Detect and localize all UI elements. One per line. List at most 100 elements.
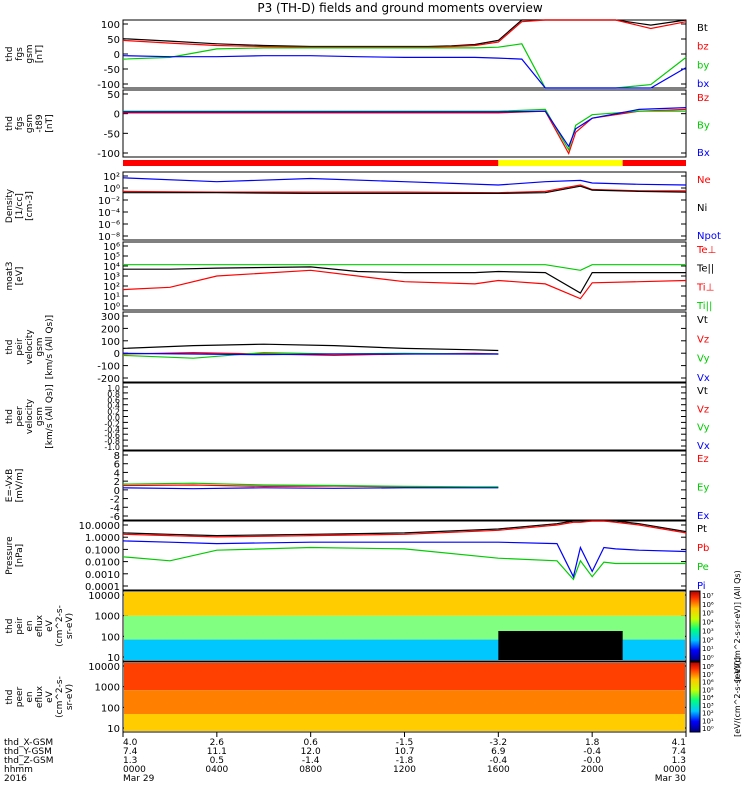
y-tick-label: 0 bbox=[114, 50, 120, 61]
y-tick-label: 10⁻⁸ bbox=[98, 232, 120, 243]
y-tick-label: 10² bbox=[103, 172, 120, 183]
y-tick-label: -100 bbox=[97, 80, 120, 91]
series-group-density bbox=[122, 177, 687, 194]
bottom-value: 2.6 bbox=[210, 738, 225, 748]
legend-Ti||: Ti|| bbox=[696, 301, 712, 312]
y-tick-label: -1.0 bbox=[104, 443, 120, 452]
bottom-value: 1200 bbox=[393, 765, 416, 775]
bottom-value: -1.4 bbox=[302, 756, 320, 766]
legend-Ez: Ez bbox=[697, 454, 709, 465]
legend-Bt: Bt bbox=[697, 23, 708, 34]
legend-Bx: Bx bbox=[697, 148, 710, 159]
bottom-value: 0.6 bbox=[304, 738, 319, 748]
y-axis-label: en bbox=[25, 620, 35, 631]
y-tick-label: -4 bbox=[110, 503, 120, 514]
y-axis-label: gsm bbox=[25, 44, 35, 63]
bottom-value: 11.1 bbox=[207, 747, 227, 757]
bottom-value: Mar 29 bbox=[123, 774, 155, 784]
legend-Npot: Npot bbox=[697, 231, 721, 242]
series-line-Ey bbox=[122, 482, 499, 488]
legend-Vt: Vt bbox=[697, 315, 708, 326]
bottom-value: 2000 bbox=[581, 765, 604, 775]
legend-by: by bbox=[697, 60, 709, 71]
y-tick-label: -50 bbox=[104, 65, 120, 76]
panel-peer_spec: 10000 1000 100 10 thd peer en eflux eV (cm^2-s-sr… bbox=[5, 661, 687, 735]
bottom-row-label: thd_Z-GSM bbox=[4, 756, 53, 766]
y-axis-label: [km/s (All Qs)] bbox=[45, 384, 55, 448]
series-line-Vt bbox=[122, 343, 499, 352]
y-tick-label: 0.6 bbox=[107, 396, 120, 405]
y-axis-label: thd bbox=[5, 619, 15, 634]
y-axis-label: peir bbox=[15, 617, 25, 635]
y-tick-label: 10 bbox=[107, 724, 120, 735]
y-axis-label: velocity bbox=[25, 329, 35, 365]
panel-frame bbox=[122, 311, 687, 383]
y-tick-label: -0.4 bbox=[104, 425, 120, 434]
bottom-value: 0800 bbox=[299, 765, 322, 775]
bottom-value: 6.9 bbox=[491, 747, 506, 757]
panel-peir_spec: 10000 1000 100 10 thd peir en eflux eV (cm^2-s-sr… bbox=[5, 590, 687, 664]
y-tick-label: -100 bbox=[97, 149, 120, 160]
y-axis-label: fgs bbox=[15, 47, 25, 61]
plot-title: P3 (TH-D) fields and ground moments over… bbox=[257, 1, 542, 15]
legend-By: By bbox=[697, 121, 710, 132]
panel-frame bbox=[122, 171, 687, 241]
y-tick-label: 0.0001 bbox=[85, 582, 120, 593]
series-line-Ni bbox=[123, 185, 687, 194]
y-axis-label: thd bbox=[5, 409, 15, 424]
bottom-row-label: hhmm bbox=[4, 765, 33, 775]
bottom-value: 7.4 bbox=[123, 747, 138, 757]
y-tick-label: 200 bbox=[101, 324, 120, 335]
bottom-value: 1.3 bbox=[672, 756, 686, 766]
legend-Ey: Ey bbox=[697, 483, 709, 494]
y-tick-label: 10² bbox=[103, 282, 120, 293]
y-tick-label: 100 bbox=[101, 337, 120, 348]
y-tick-label: 0.2 bbox=[107, 408, 120, 417]
panel-frame bbox=[122, 520, 687, 591]
y-axis-label: sr-eV) bbox=[65, 684, 75, 710]
y-tick-label: -0.6 bbox=[104, 431, 120, 440]
series-line-Te⊥ bbox=[122, 269, 687, 300]
y-axis-label: en bbox=[25, 691, 35, 702]
colorbar-tick: 10⁷ bbox=[702, 671, 714, 679]
series-line-Pt bbox=[122, 520, 687, 537]
panel-frame bbox=[122, 590, 687, 662]
y-axis-label: [nPa] bbox=[15, 544, 25, 567]
bottom-value: 0000 bbox=[663, 765, 686, 775]
bottom-value: 0.5 bbox=[210, 756, 224, 766]
y-tick-label: 10000 bbox=[88, 662, 120, 673]
y-axis-label: thd bbox=[5, 340, 15, 355]
y-tick-label: -100 bbox=[97, 362, 120, 373]
mode-bar bbox=[123, 160, 686, 166]
series-line-Vx bbox=[122, 352, 499, 356]
colorbar-tick: 10⁶ bbox=[702, 601, 714, 609]
series-line-Pb bbox=[122, 520, 687, 538]
y-axis-label: thd bbox=[5, 116, 15, 131]
spectrogram-band bbox=[124, 663, 685, 691]
colorbar-tick: 10¹ bbox=[702, 645, 714, 653]
y-tick-label: 10 bbox=[107, 653, 120, 664]
y-axis-label: Density bbox=[5, 188, 15, 223]
colorbar-tick: 10³ bbox=[702, 627, 714, 635]
legend-Vx: Vx bbox=[697, 441, 710, 452]
y-axis-label: peer bbox=[15, 406, 25, 427]
legend-Pe: Pe bbox=[697, 562, 709, 573]
mode-segment bbox=[123, 160, 499, 166]
colorbar-tick: 10⁵ bbox=[702, 686, 714, 694]
y-tick-label: -2 bbox=[110, 495, 120, 506]
y-tick-label: 100 bbox=[101, 632, 120, 643]
bottom-value: -1.5 bbox=[396, 738, 414, 748]
legend-Te⊥: Te⊥ bbox=[696, 245, 716, 256]
y-axis-label: peir bbox=[15, 338, 25, 356]
y-axis-label: moat3 bbox=[5, 261, 15, 290]
panel-peer_velocity: 1.00.80.60.40.20.0-0.2-0.4-0.6-0.8-1.0 th… bbox=[5, 382, 710, 452]
bottom-value: -0.4 bbox=[490, 756, 508, 766]
colorbar-tick: 10² bbox=[702, 710, 714, 718]
colorbar-gradient bbox=[689, 661, 701, 733]
y-axis-label: -t89 bbox=[35, 114, 45, 133]
y-axis-label: peer bbox=[15, 686, 25, 707]
